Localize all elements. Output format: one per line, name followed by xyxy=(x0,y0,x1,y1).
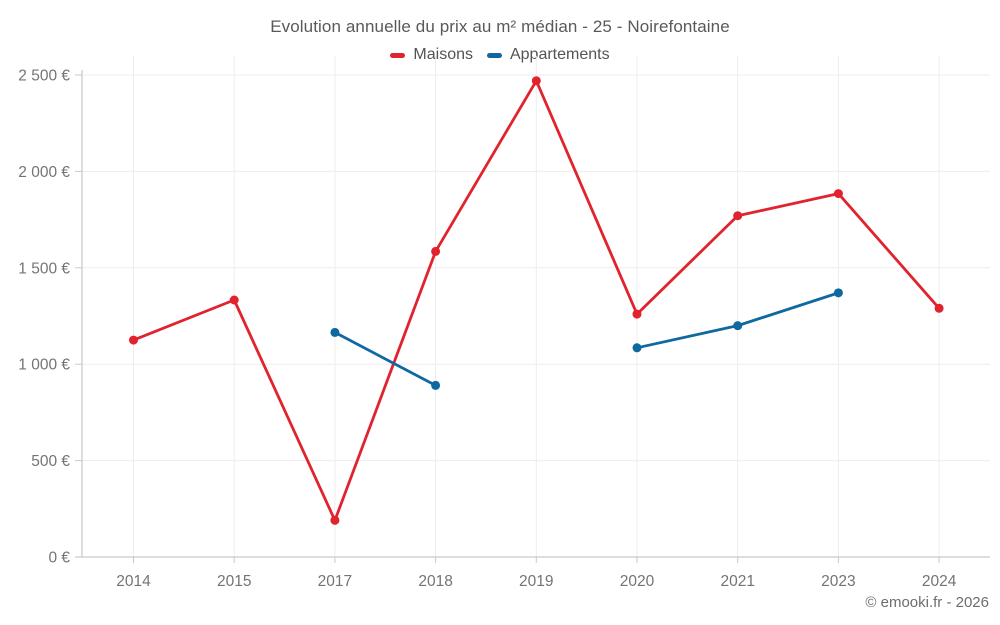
maisons-swatch-icon xyxy=(390,52,406,58)
point-appartements-2020[interactable] xyxy=(632,343,642,353)
y-tick-label-2000: 2 000 € xyxy=(18,164,70,181)
y-tick-label-1000: 1 000 € xyxy=(18,357,70,374)
x-tick-label-2017: 2017 xyxy=(318,573,352,590)
x-tick-label-2020: 2020 xyxy=(620,573,655,590)
legend-item-maisons[interactable]: Maisons xyxy=(390,46,473,64)
appartements-swatch-icon xyxy=(486,52,502,58)
x-tick-label-2019: 2019 xyxy=(519,573,553,590)
point-maisons-2021[interactable] xyxy=(733,211,743,221)
chart-legend: Maisons Appartements xyxy=(0,45,1000,65)
point-maisons-2020[interactable] xyxy=(632,309,642,319)
point-maisons-2017[interactable] xyxy=(330,515,340,525)
legend-item-appartements[interactable]: Appartements xyxy=(486,46,610,64)
point-maisons-2024[interactable] xyxy=(934,303,944,313)
point-appartements-2021[interactable] xyxy=(733,321,743,331)
x-tick-label-2014: 2014 xyxy=(116,573,151,590)
y-tick-label-1500: 1 500 € xyxy=(18,260,70,277)
point-maisons-2018[interactable] xyxy=(431,246,441,256)
y-tick-label-500: 500 € xyxy=(31,453,70,470)
legend-label-maisons: Maisons xyxy=(413,46,473,63)
chart-title: Evolution annuelle du prix au m² médian … xyxy=(270,17,730,36)
x-tick-label-2018: 2018 xyxy=(418,573,452,590)
x-tick-label-2015: 2015 xyxy=(217,573,251,590)
legend-label-appartements: Appartements xyxy=(509,46,610,63)
y-tick-label-0: 0 € xyxy=(48,550,70,567)
point-maisons-2023[interactable] xyxy=(833,189,843,199)
point-appartements-2023[interactable] xyxy=(833,288,843,298)
x-tick-label-2023: 2023 xyxy=(821,573,855,590)
point-appartements-2017[interactable] xyxy=(330,327,340,337)
x-tick-label-2021: 2021 xyxy=(720,573,754,590)
point-maisons-2014[interactable] xyxy=(129,335,138,345)
point-maisons-2019[interactable] xyxy=(531,76,541,86)
y-tick-label-2500: 2 500 € xyxy=(18,68,70,85)
series-line-appartements xyxy=(333,330,438,387)
copyright-footer: © emooki.fr - 2026 xyxy=(865,594,989,611)
x-tick-label-2024: 2024 xyxy=(922,573,957,590)
point-maisons-2015[interactable] xyxy=(229,295,239,305)
point-appartements-2018[interactable] xyxy=(431,380,441,390)
